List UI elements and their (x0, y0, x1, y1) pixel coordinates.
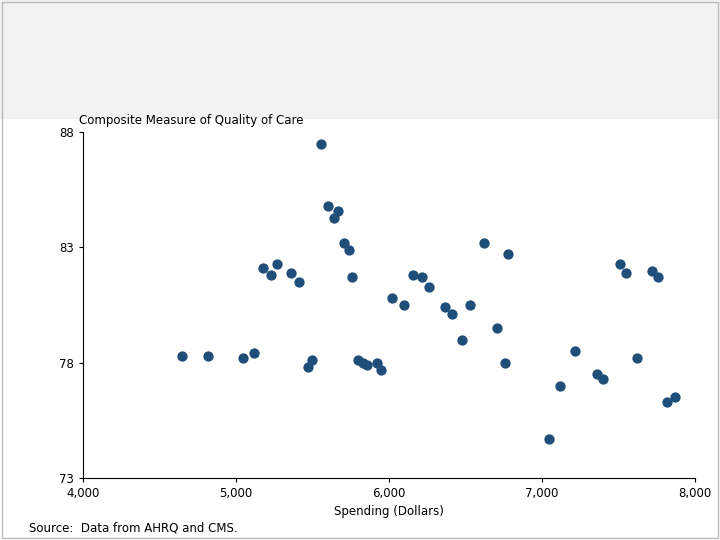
Point (375, 365, 387, 374)
Circle shape (45, 44, 77, 75)
Point (265, 271, 276, 280)
Point (238, 354, 249, 362)
Point (554, 381, 566, 390)
Point (440, 303, 451, 312)
Point (315, 139, 327, 148)
Point (357, 359, 369, 367)
Point (176, 352, 188, 360)
Point (570, 347, 581, 355)
Point (544, 434, 555, 443)
Point (293, 278, 305, 286)
Point (503, 250, 514, 259)
Point (285, 268, 297, 277)
Point (322, 202, 333, 211)
Circle shape (53, 52, 69, 67)
Point (591, 370, 603, 379)
Point (258, 264, 269, 273)
Text: Medicare Spending, by State, 2004: Medicare Spending, by State, 2004 (122, 77, 478, 94)
Point (662, 397, 673, 406)
X-axis label: Spending (Dollars): Spending (Dollars) (334, 505, 444, 518)
Point (302, 363, 313, 372)
Point (248, 349, 260, 358)
Point (408, 271, 419, 280)
Point (307, 356, 318, 364)
Point (328, 213, 339, 222)
Point (343, 246, 355, 254)
Point (492, 324, 503, 333)
Text: b: b (58, 50, 73, 72)
Point (417, 273, 428, 282)
Point (652, 273, 664, 282)
Point (423, 282, 434, 291)
Point (271, 259, 283, 268)
Point (371, 359, 382, 367)
Point (614, 259, 626, 268)
Point (338, 239, 350, 247)
Point (386, 294, 397, 302)
Point (446, 310, 457, 319)
Point (456, 335, 468, 344)
Point (499, 359, 510, 367)
Point (346, 273, 358, 282)
Text: The Relationship Between Quality and: The Relationship Between Quality and (122, 29, 510, 47)
Point (669, 393, 680, 402)
Point (478, 239, 490, 247)
Point (464, 301, 476, 309)
Point (620, 268, 631, 277)
Point (361, 361, 373, 369)
Point (352, 356, 364, 364)
Circle shape (38, 36, 84, 83)
Point (647, 266, 658, 275)
Point (598, 375, 609, 383)
Point (202, 352, 214, 360)
Text: Source:  Data from AHRQ and CMS.: Source: Data from AHRQ and CMS. (29, 522, 238, 535)
Point (333, 206, 344, 215)
Circle shape (30, 28, 92, 91)
Circle shape (22, 21, 100, 98)
Point (398, 301, 410, 309)
Text: Composite Measure of Quality of Care: Composite Measure of Quality of Care (79, 114, 304, 127)
Circle shape (14, 13, 108, 106)
Point (631, 354, 642, 362)
